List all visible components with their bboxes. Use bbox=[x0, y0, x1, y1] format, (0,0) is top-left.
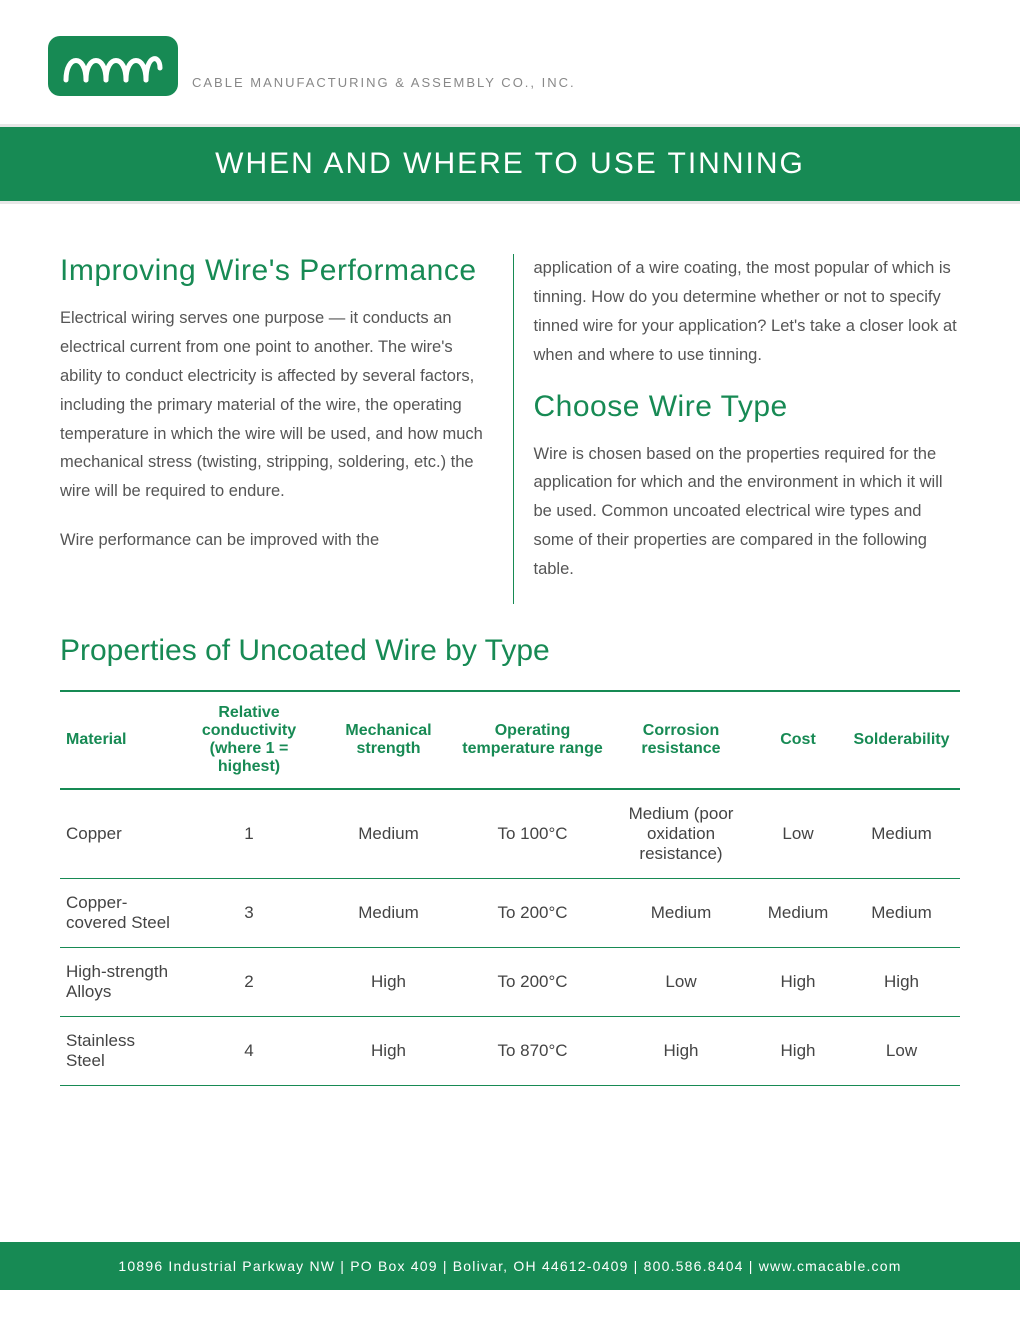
table-cell: 4 bbox=[177, 1016, 321, 1085]
two-column-layout: Improving Wire's Performance Electrical … bbox=[60, 254, 960, 604]
company-logo bbox=[48, 36, 178, 96]
right-para-1: application of a wire coating, the most … bbox=[534, 254, 961, 370]
table-header-cell: Relative conductivity (where 1 = highest… bbox=[177, 691, 321, 789]
table-title: Properties of Uncoated Wire by Type bbox=[60, 634, 960, 668]
table-cell: High bbox=[753, 947, 843, 1016]
footer-phone: 800.586.8404 bbox=[644, 1258, 744, 1274]
table-cell: 1 bbox=[177, 789, 321, 879]
table-cell: High bbox=[609, 1016, 753, 1085]
section-heading-improving: Improving Wire's Performance bbox=[60, 254, 487, 288]
table-cell: Medium bbox=[843, 878, 960, 947]
table-cell: Medium bbox=[753, 878, 843, 947]
table-cell: Medium bbox=[843, 789, 960, 879]
table-header-cell: Material bbox=[60, 691, 177, 789]
table-cell: Low bbox=[843, 1016, 960, 1085]
footer-sep: | bbox=[744, 1258, 759, 1274]
table-row: Copper1MediumTo 100°CMedium (poor oxidat… bbox=[60, 789, 960, 879]
table-cell: High bbox=[753, 1016, 843, 1085]
table-cell: Medium bbox=[321, 878, 456, 947]
table-header-cell: Operating temperature range bbox=[456, 691, 609, 789]
table-cell: High bbox=[321, 1016, 456, 1085]
table-body: Copper1MediumTo 100°CMedium (poor oxidat… bbox=[60, 789, 960, 1086]
header: CABLE MANUFACTURING & ASSEMBLY CO., INC. bbox=[0, 0, 1020, 114]
table-cell: Stainless Steel bbox=[60, 1016, 177, 1085]
wire-properties-table: MaterialRelative conductivity (where 1 =… bbox=[60, 690, 960, 1086]
footer: 10896 Industrial Parkway NW | PO Box 409… bbox=[0, 1242, 1020, 1290]
company-name: CABLE MANUFACTURING & ASSEMBLY CO., INC. bbox=[192, 75, 576, 96]
table-header-cell: Solderability bbox=[843, 691, 960, 789]
table-cell: Medium bbox=[321, 789, 456, 879]
table-cell: Medium bbox=[609, 878, 753, 947]
footer-po: PO Box 409 bbox=[350, 1258, 438, 1274]
table-header-row: MaterialRelative conductivity (where 1 =… bbox=[60, 691, 960, 789]
table-header-cell: Mechanical strength bbox=[321, 691, 456, 789]
table-cell: To 100°C bbox=[456, 789, 609, 879]
table-cell: Copper-covered Steel bbox=[60, 878, 177, 947]
table-cell: High bbox=[843, 947, 960, 1016]
table-cell: Medium (poor oxidation resistance) bbox=[609, 789, 753, 879]
table-cell: To 200°C bbox=[456, 878, 609, 947]
table-cell: To 870°C bbox=[456, 1016, 609, 1085]
table-cell: Copper bbox=[60, 789, 177, 879]
footer-city: Bolivar, OH 44612-0409 bbox=[453, 1258, 629, 1274]
footer-sep: | bbox=[335, 1258, 350, 1274]
right-column: application of a wire coating, the most … bbox=[513, 254, 961, 604]
table-header-cell: Cost bbox=[753, 691, 843, 789]
table-row: Copper-covered Steel3MediumTo 200°CMediu… bbox=[60, 878, 960, 947]
table-header-cell: Corrosion resistance bbox=[609, 691, 753, 789]
table-cell: Low bbox=[753, 789, 843, 879]
left-para-2: Wire performance can be improved with th… bbox=[60, 526, 487, 555]
table-cell: To 200°C bbox=[456, 947, 609, 1016]
footer-sep: | bbox=[629, 1258, 644, 1274]
section-heading-choose: Choose Wire Type bbox=[534, 390, 961, 424]
table-row: Stainless Steel4HighTo 870°CHighHighLow bbox=[60, 1016, 960, 1085]
title-banner: WHEN AND WHERE TO USE TINNING bbox=[0, 124, 1020, 204]
table-cell: High-strength Alloys bbox=[60, 947, 177, 1016]
footer-url: www.cmacable.com bbox=[759, 1258, 902, 1274]
left-column: Improving Wire's Performance Electrical … bbox=[60, 254, 487, 604]
footer-address: 10896 Industrial Parkway NW bbox=[118, 1258, 335, 1274]
table-cell: 2 bbox=[177, 947, 321, 1016]
table-cell: 3 bbox=[177, 878, 321, 947]
main-content: Improving Wire's Performance Electrical … bbox=[0, 204, 1020, 1126]
table-row: High-strength Alloys2HighTo 200°CLowHigh… bbox=[60, 947, 960, 1016]
table-cell: Low bbox=[609, 947, 753, 1016]
right-para-2: Wire is chosen based on the properties r… bbox=[534, 440, 961, 584]
table-cell: High bbox=[321, 947, 456, 1016]
left-para-1: Electrical wiring serves one purpose — i… bbox=[60, 304, 487, 506]
footer-sep: | bbox=[438, 1258, 453, 1274]
